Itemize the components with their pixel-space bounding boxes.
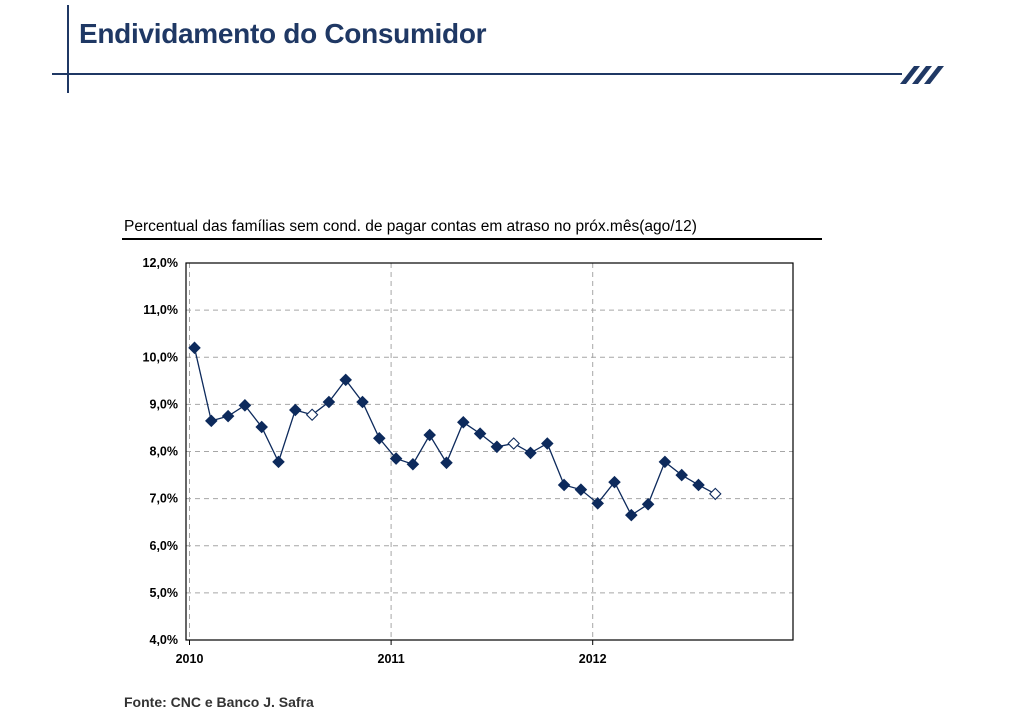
data-point-marker [457, 416, 470, 429]
data-point-marker [255, 420, 268, 434]
chart-title-underline [122, 238, 822, 240]
data-point-marker [591, 497, 604, 510]
data-point-marker [675, 468, 688, 482]
data-point-marker [406, 457, 420, 471]
data-point-marker [557, 478, 571, 492]
data-point-marker [322, 395, 336, 409]
data-point-marker [641, 498, 655, 511]
data-point-marker [709, 487, 722, 501]
data-point-marker [356, 395, 369, 409]
y-tick-label: 9,0% [150, 397, 179, 411]
plot-area-frame [185, 262, 794, 641]
data-point-marker [625, 508, 638, 522]
title-vertical-rule [67, 5, 69, 93]
series [188, 341, 722, 522]
chart-title: Percentual das famílias sem cond. de pag… [124, 218, 697, 235]
title-horizontal-rule [52, 73, 902, 75]
y-tick-label: 10,0% [143, 350, 178, 364]
y-tick-label: 8,0% [150, 445, 179, 459]
data-point-marker [440, 456, 453, 470]
source-note: Fonte: CNC e Banco J. Safra [124, 694, 314, 710]
y-tick-label: 4,0% [150, 633, 179, 647]
x-tick-label: 2012 [579, 652, 607, 666]
data-point-marker [423, 428, 436, 442]
x-axis: 2010 2011 2012 [176, 640, 607, 666]
y-tick-label: 11,0% [143, 303, 178, 317]
y-tick-label: 6,0% [150, 539, 179, 553]
y-tick-label: 5,0% [150, 586, 179, 600]
safra-logo-icon [900, 66, 944, 84]
x-tick-label: 2010 [176, 652, 204, 666]
data-point-marker [473, 427, 487, 440]
data-point-marker [608, 475, 621, 489]
data-point-marker [238, 399, 252, 412]
slide-title: Endividamento do Consumidor [79, 18, 487, 49]
data-point-marker [541, 437, 554, 450]
data-point-marker [221, 409, 235, 423]
data-point-marker [339, 373, 352, 387]
data-point-marker [490, 440, 504, 454]
chart-grid [186, 263, 793, 640]
data-point-marker [507, 437, 520, 450]
x-tick-label: 2011 [378, 652, 405, 666]
data-point-marker [389, 452, 403, 465]
data-point-marker [272, 455, 285, 469]
data-point-marker [188, 341, 201, 355]
data-point-marker [373, 432, 386, 445]
data-point-marker [574, 483, 588, 496]
series-line [193, 347, 716, 517]
data-point-marker [305, 408, 319, 422]
data-point-marker [692, 478, 705, 492]
y-axis: 4,0% 5,0% 6,0% 7,0% 8,0% 9,0% 10,0% 11,0% 12,0% [143, 256, 178, 647]
y-tick-label: 7,0% [150, 492, 179, 506]
data-point-marker [524, 446, 537, 460]
y-tick-label: 12,0% [143, 256, 178, 270]
data-point-marker [658, 455, 672, 469]
data-point-marker [205, 414, 218, 428]
data-point-marker [289, 403, 302, 417]
